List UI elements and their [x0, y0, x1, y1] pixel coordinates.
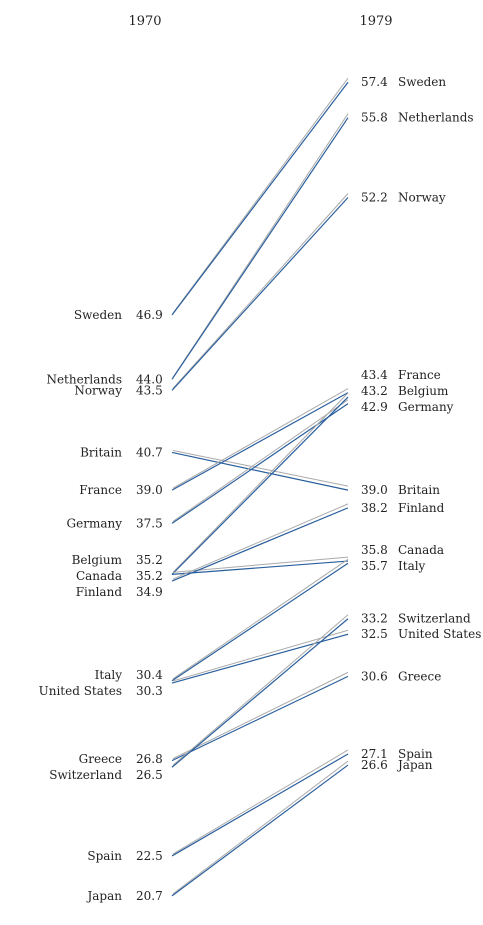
label-1970-name-spain: Spain: [87, 849, 122, 863]
label-1979-name-greece: Greece: [398, 669, 441, 683]
slope-shadow-switzerland: [172, 614, 349, 766]
label-1970-name-italy: Italy: [95, 668, 123, 682]
label-1970-name-france: France: [79, 483, 122, 497]
label-1979-value-canada: 35.8: [361, 543, 388, 557]
label-1970-value-spain: 22.5: [136, 849, 163, 863]
label-1979-name-spain: Spain: [398, 747, 433, 761]
slope-line-germany: [171, 403, 349, 524]
label-1970-name-germany: Germany: [67, 516, 123, 530]
label-1979-name-britain: Britain: [398, 483, 440, 497]
slope-shadow-britain: [172, 449, 349, 487]
label-1970-value-switzerland: 26.5: [136, 768, 163, 782]
label-1979-value-belgium: 43.2: [361, 384, 388, 398]
label-1979-name-norway: Norway: [398, 190, 446, 204]
slope-line-canada: [171, 560, 349, 575]
label-1979-name-belgium: Belgium: [398, 384, 449, 398]
label-1979-value-japan: 26.6: [361, 758, 388, 772]
slope-line-italy: [171, 562, 349, 682]
label-1979-name-united-states: United States: [398, 627, 481, 641]
label-1979-value-netherlands: 55.8: [361, 111, 388, 125]
year-header-1970: 1970: [128, 14, 161, 29]
slope-line-greece: [171, 675, 349, 762]
label-1970-name-greece: Greece: [79, 752, 122, 766]
slope-line-britain: [171, 451, 349, 491]
label-1970-value-norway: 43.5: [136, 383, 163, 397]
label-1970-name-netherlands: Netherlands: [46, 372, 122, 386]
label-1979-value-italy: 35.7: [361, 559, 388, 573]
label-1970-value-italy: 30.4: [136, 668, 163, 682]
slope-shadow-italy: [172, 558, 349, 680]
slope-lines: [171, 77, 349, 897]
slope-shadow-norway: [172, 193, 349, 389]
label-1970-value-canada: 35.2: [136, 569, 163, 583]
label-1979-value-greece: 30.6: [361, 669, 388, 683]
slope-line-sweden: [171, 81, 349, 316]
label-1979-value-norway: 52.2: [361, 190, 388, 204]
slope-line-france: [171, 392, 349, 491]
label-1970-value-finland: 34.9: [136, 585, 163, 599]
label-1970-name-japan: Japan: [85, 889, 122, 903]
label-1979-name-germany: Germany: [398, 400, 454, 414]
label-1979-value-germany: 42.9: [361, 400, 388, 414]
label-1979-name-canada: Canada: [398, 543, 444, 557]
label-1970-value-greece: 26.8: [136, 752, 163, 766]
label-1970-name-sweden: Sweden: [74, 308, 122, 322]
slope-line-spain: [171, 753, 349, 857]
slope-labels: Sweden 46.9 57.4 Sweden Netherlands 44.0 55.8 N…: [39, 75, 482, 903]
slope-shadow-france: [172, 388, 349, 489]
label-1970-value-united-states: 30.3: [136, 684, 163, 698]
slope-line-switzerland: [171, 618, 349, 768]
slope-shadow-germany: [172, 399, 349, 522]
label-1979-value-france: 43.4: [361, 368, 388, 382]
label-1979-name-switzerland: Switzerland: [398, 612, 471, 626]
slope-line-finland: [171, 507, 349, 582]
slope-shadow-sweden: [172, 77, 349, 314]
slope-line-belgium: [171, 396, 349, 575]
label-1979-name-italy: Italy: [398, 559, 426, 573]
label-1979-value-switzerland: 33.2: [361, 612, 388, 626]
label-1970-name-canada: Canada: [76, 569, 122, 583]
label-1970-value-japan: 20.7: [136, 889, 163, 903]
label-1970-name-belgium: Belgium: [72, 553, 123, 567]
label-1979-value-finland: 38.2: [361, 501, 388, 515]
label-1979-name-japan: Japan: [396, 758, 433, 772]
year-header-1979: 1979: [359, 14, 392, 29]
slope-shadow-spain: [172, 749, 349, 855]
label-1970-value-netherlands: 44.0: [136, 372, 163, 386]
slope-line-netherlands: [171, 117, 349, 380]
label-1970-name-finland: Finland: [76, 585, 123, 599]
label-1970-value-germany: 37.5: [136, 516, 163, 530]
slope-shadow-greece: [172, 671, 349, 760]
label-1979-value-britain: 39.0: [361, 483, 388, 497]
slope-shadow-united-states: [172, 629, 349, 682]
label-1979-name-france: France: [398, 368, 441, 382]
slope-line-united-states: [171, 633, 349, 684]
label-1979-value-spain: 27.1: [361, 747, 388, 761]
label-1970-value-belgium: 35.2: [136, 553, 163, 567]
label-1979-value-sweden: 57.4: [361, 75, 388, 89]
slope-line-japan: [171, 764, 349, 897]
label-1970-name-united-states: United States: [39, 684, 122, 698]
label-1970-value-sweden: 46.9: [136, 308, 163, 322]
slope-line-norway: [171, 197, 349, 391]
label-1970-name-switzerland: Switzerland: [49, 768, 122, 782]
label-1970-name-britain: Britain: [80, 445, 122, 459]
slope-shadow-japan: [172, 760, 349, 895]
label-1979-name-netherlands: Netherlands: [398, 111, 474, 125]
label-1970-value-britain: 40.7: [136, 445, 163, 459]
slope-shadow-netherlands: [172, 113, 349, 378]
label-1979-name-finland: Finland: [398, 501, 445, 515]
label-1970-value-france: 39.0: [136, 483, 163, 497]
label-1979-value-united-states: 32.5: [361, 627, 388, 641]
slope-shadow-canada: [172, 556, 349, 573]
label-1970-name-norway: Norway: [74, 383, 122, 397]
slope-shadow-finland: [172, 503, 349, 580]
label-1979-name-sweden: Sweden: [398, 75, 446, 89]
slope-shadow-belgium: [172, 392, 349, 573]
